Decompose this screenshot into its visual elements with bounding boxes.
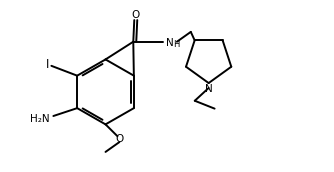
- Text: N: N: [166, 38, 174, 48]
- Text: N: N: [205, 84, 212, 94]
- Text: O: O: [132, 10, 140, 20]
- Text: O: O: [115, 134, 124, 144]
- Text: H₂N: H₂N: [30, 114, 49, 124]
- Text: H: H: [173, 40, 179, 49]
- Text: I: I: [46, 58, 49, 71]
